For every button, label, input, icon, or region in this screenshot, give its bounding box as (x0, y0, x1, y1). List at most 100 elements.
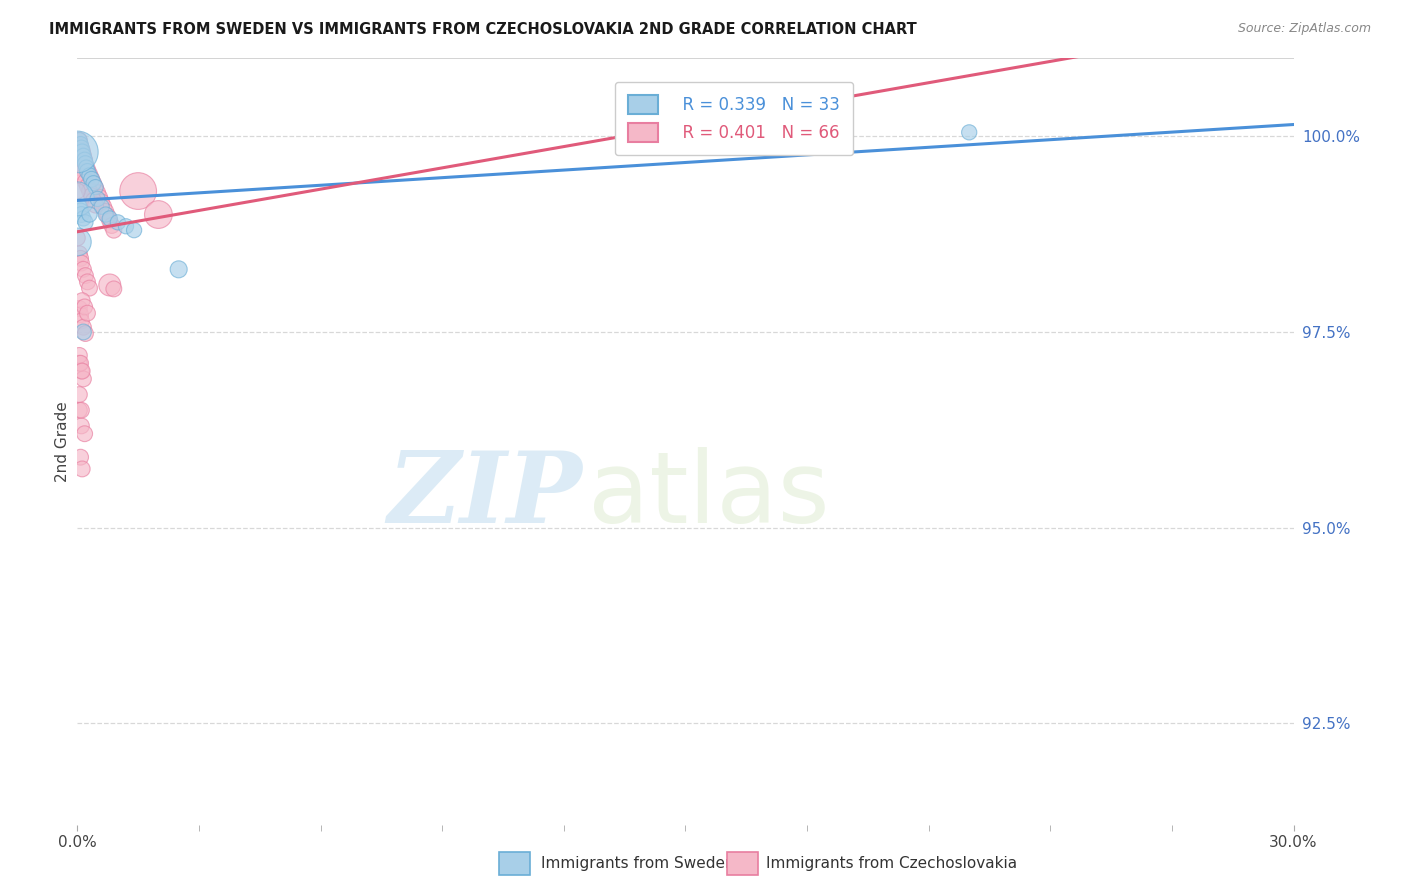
Point (66, 231, 89, 245)
Point (72, 325, 94, 339)
Point (70, 364, 93, 378)
Point (80, 172, 103, 186)
Point (957, 125, 980, 139)
Point (89, 190, 111, 204)
Point (83, 194, 105, 208)
Point (66, 192, 89, 206)
Point (72, 148, 94, 162)
Point (66, 184, 89, 198)
Point (80, 188, 103, 202)
Point (97, 209, 120, 223)
Point (69, 203, 91, 218)
Point (67, 301, 90, 316)
Point (70, 208, 93, 222)
Point (86, 192, 108, 206)
Point (66, 235, 89, 249)
Point (75, 215, 97, 229)
Point (67, 161, 90, 175)
Point (67, 348, 90, 362)
Point (69, 137, 91, 152)
Point (67, 133, 90, 147)
Point (84, 198, 107, 212)
Point (76, 162, 98, 177)
Point (94, 204, 117, 219)
Point (69, 450, 91, 465)
Point (70, 256, 93, 270)
Point (66, 151, 89, 165)
Point (73, 153, 96, 167)
Point (70, 293, 93, 308)
Point (83, 176, 105, 190)
Point (75, 175, 97, 189)
Point (69, 138, 91, 153)
Point (73, 153, 96, 167)
Point (70, 403, 93, 417)
Point (70, 145, 93, 159)
Point (148, 208, 170, 222)
Point (66, 145, 89, 159)
Point (76, 164, 98, 178)
Point (69, 308, 91, 322)
Text: Source: ZipAtlas.com: Source: ZipAtlas.com (1237, 22, 1371, 36)
Point (75, 161, 97, 175)
Point (98, 214, 121, 228)
Point (67, 387, 90, 401)
Point (103, 223, 125, 237)
Point (79, 281, 101, 295)
Point (94, 208, 117, 222)
Point (75, 326, 97, 341)
Point (127, 184, 149, 198)
Point (83, 176, 105, 190)
Point (84, 180, 107, 194)
Point (79, 167, 101, 181)
Point (70, 314, 93, 328)
Point (75, 157, 97, 171)
Point (72, 211, 94, 226)
Legend:   R = 0.339   N = 33,   R = 0.401   N = 66: R = 0.339 N = 33, R = 0.401 N = 66 (616, 82, 853, 155)
Point (76, 179, 98, 194)
Point (98, 211, 121, 226)
Point (86, 186, 108, 200)
Point (84, 181, 107, 195)
Point (70, 418, 93, 433)
Text: IMMIGRANTS FROM SWEDEN VS IMMIGRANTS FROM CZECHOSLOVAKIA 2ND GRADE CORRELATION C: IMMIGRANTS FROM SWEDEN VS IMMIGRANTS FRO… (49, 22, 917, 37)
Point (67, 403, 90, 417)
Point (70, 141, 93, 155)
Point (80, 171, 103, 186)
Point (122, 223, 145, 237)
Point (90, 194, 112, 209)
Point (115, 219, 138, 234)
Text: Immigrants from Sweden: Immigrants from Sweden (541, 856, 735, 871)
Point (98, 277, 121, 292)
Point (72, 169, 94, 184)
Point (167, 262, 190, 277)
Point (75, 268, 97, 283)
Point (67, 356, 90, 370)
Point (93, 200, 115, 214)
Point (70, 364, 93, 378)
Point (72, 149, 94, 163)
Point (79, 208, 101, 222)
Point (69, 252, 91, 266)
Point (107, 215, 129, 229)
Point (70, 165, 93, 179)
Point (76, 306, 98, 320)
Point (70, 144, 93, 158)
Text: atlas: atlas (588, 447, 830, 544)
Point (72, 372, 94, 386)
Point (67, 246, 90, 260)
Point (103, 282, 125, 296)
Point (79, 184, 101, 198)
Y-axis label: 2nd Grade: 2nd Grade (55, 401, 70, 482)
Point (67, 200, 90, 214)
Point (72, 320, 94, 334)
Point (73, 300, 96, 314)
Text: ZIP: ZIP (387, 447, 582, 543)
Point (75, 156, 97, 170)
Text: Immigrants from Czechoslovakia: Immigrants from Czechoslovakia (766, 856, 1018, 871)
Point (90, 200, 112, 214)
Point (73, 426, 96, 441)
Point (101, 219, 124, 233)
Point (69, 356, 91, 370)
Point (72, 262, 94, 277)
